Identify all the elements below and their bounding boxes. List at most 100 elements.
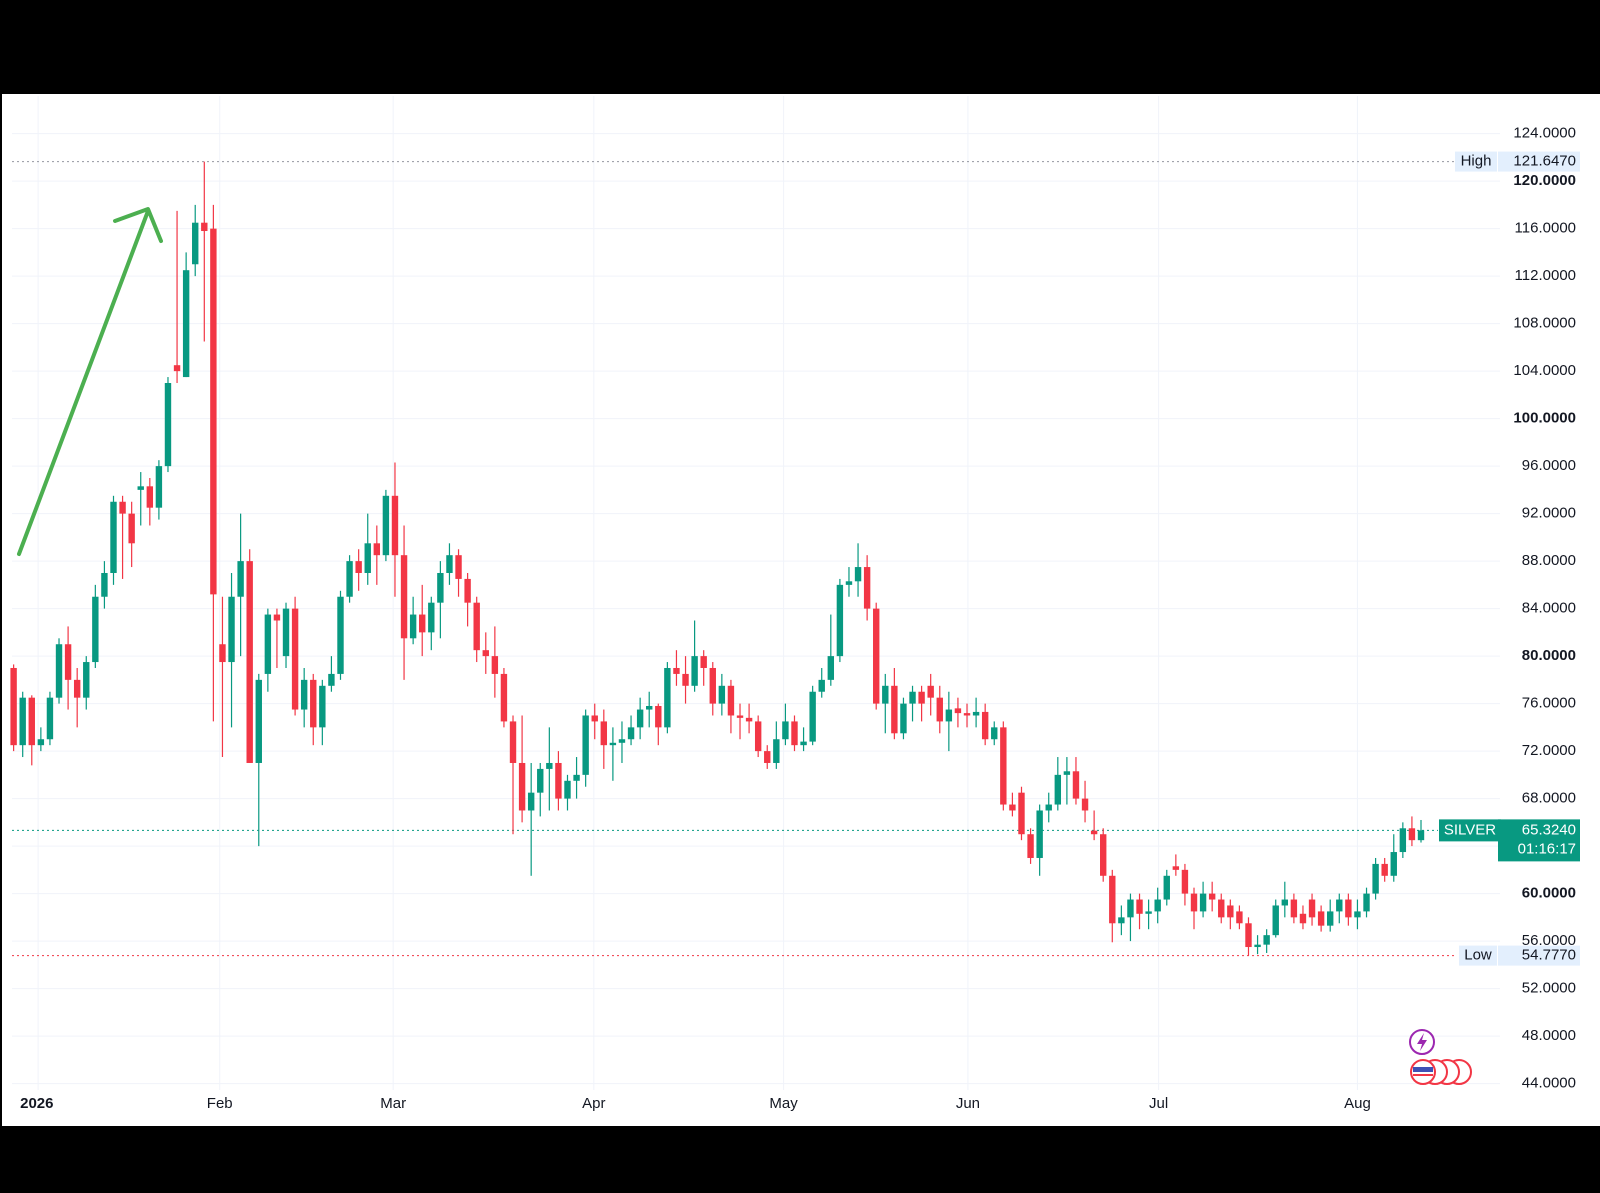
candle-body [1045,804,1052,811]
series-name: SILVER [1444,821,1496,838]
low-value: 54.7770 [1522,947,1576,964]
x-tick-label: Feb [207,1095,233,1112]
candle-body [83,662,90,698]
candle-body [110,501,117,573]
arrow-shaft [17,209,150,556]
candle-body [400,555,408,639]
y-tick-label: 92.0000 [1522,505,1576,522]
candle-body [92,596,99,663]
candle-body [373,543,381,556]
low-label: Low [1464,947,1492,964]
price-badge [1498,819,1580,862]
candle-body [1127,899,1134,918]
candle-body [1363,893,1370,912]
candle-body [1027,834,1034,858]
candle-body [1054,774,1062,805]
chart-background [2,94,1600,1126]
candle-body [555,762,562,799]
candle-body [1072,771,1080,799]
series-badge [1439,819,1501,842]
candle-body [891,685,898,734]
candle-body [518,762,526,811]
candle-body [500,673,508,722]
candle-body [101,572,108,597]
candle-body [300,679,308,710]
candle-body [1290,899,1298,918]
y-tick-label: 100.0000 [1513,410,1576,427]
candle-body [446,555,453,573]
candle-body [791,721,798,746]
candle-body [754,721,762,752]
candle-body [664,667,671,728]
y-tick-label: 120.0000 [1513,172,1576,189]
candle-body [564,780,571,799]
x-tick-label: Jul [1149,1095,1168,1112]
candle-body [718,685,726,704]
candle-body [1081,798,1089,811]
candle-body [146,486,154,508]
candle-body [228,596,235,663]
candle-body [1381,863,1388,876]
candle-body [255,679,262,763]
candle-body [409,614,417,639]
candle-body [282,608,290,657]
candle-body [809,691,816,742]
candle-body [1136,899,1143,914]
candle-body [537,768,544,793]
candle-body [709,667,716,704]
candle-body [546,762,553,769]
candle-body [618,739,626,743]
candle-body [1417,830,1425,841]
candle-body [745,717,753,722]
candle-body [337,596,344,674]
y-tick-label: 44.0000 [1522,1075,1576,1092]
candle-body [1208,893,1216,900]
candle-body [673,667,680,674]
candle-body [918,691,925,704]
countdown: 01:16:17 [1518,840,1576,857]
y-tick-label: 84.0000 [1522,600,1576,617]
candle-body [10,667,17,746]
candle-body [845,581,853,585]
candle-body [428,602,435,633]
candle-body [882,685,889,704]
candle-body [1118,917,1125,924]
candle-body [192,222,199,265]
reference-lines [12,161,1455,957]
candle-body [73,679,81,698]
candle-body [1227,905,1234,918]
candle-body [1000,727,1007,805]
candle-body [827,656,835,680]
candle-body [945,709,953,722]
candle-body [527,792,535,811]
candle-body [391,495,399,556]
candle-body [328,673,335,686]
candle-body [609,742,617,746]
high-label-bg [1455,151,1497,172]
candle-body [1263,935,1270,945]
candle-body [1236,911,1243,924]
candles [10,161,1425,956]
candle-body [219,644,226,663]
candle-body [28,697,35,746]
y-tick-label: 68.0000 [1522,790,1576,807]
candle-body [482,650,489,657]
candle-body [1245,923,1252,948]
candle-body [1181,869,1189,894]
candle-body [1018,792,1025,835]
candle-body [936,697,943,722]
candle-body [682,673,689,686]
low-value-bg [1498,945,1580,966]
candle-body [1336,899,1343,912]
lightning-bolt [1417,1033,1427,1051]
y-tick-label: 124.0000 [1513,125,1576,142]
candle-body [210,228,217,595]
y-tick-label: 52.0000 [1522,980,1576,997]
candle-body [909,691,916,704]
candle-body [1345,899,1352,918]
candle-body [854,567,862,582]
candle-body [19,697,26,746]
candle-body [782,721,789,740]
x-tick-label: Mar [380,1095,406,1112]
